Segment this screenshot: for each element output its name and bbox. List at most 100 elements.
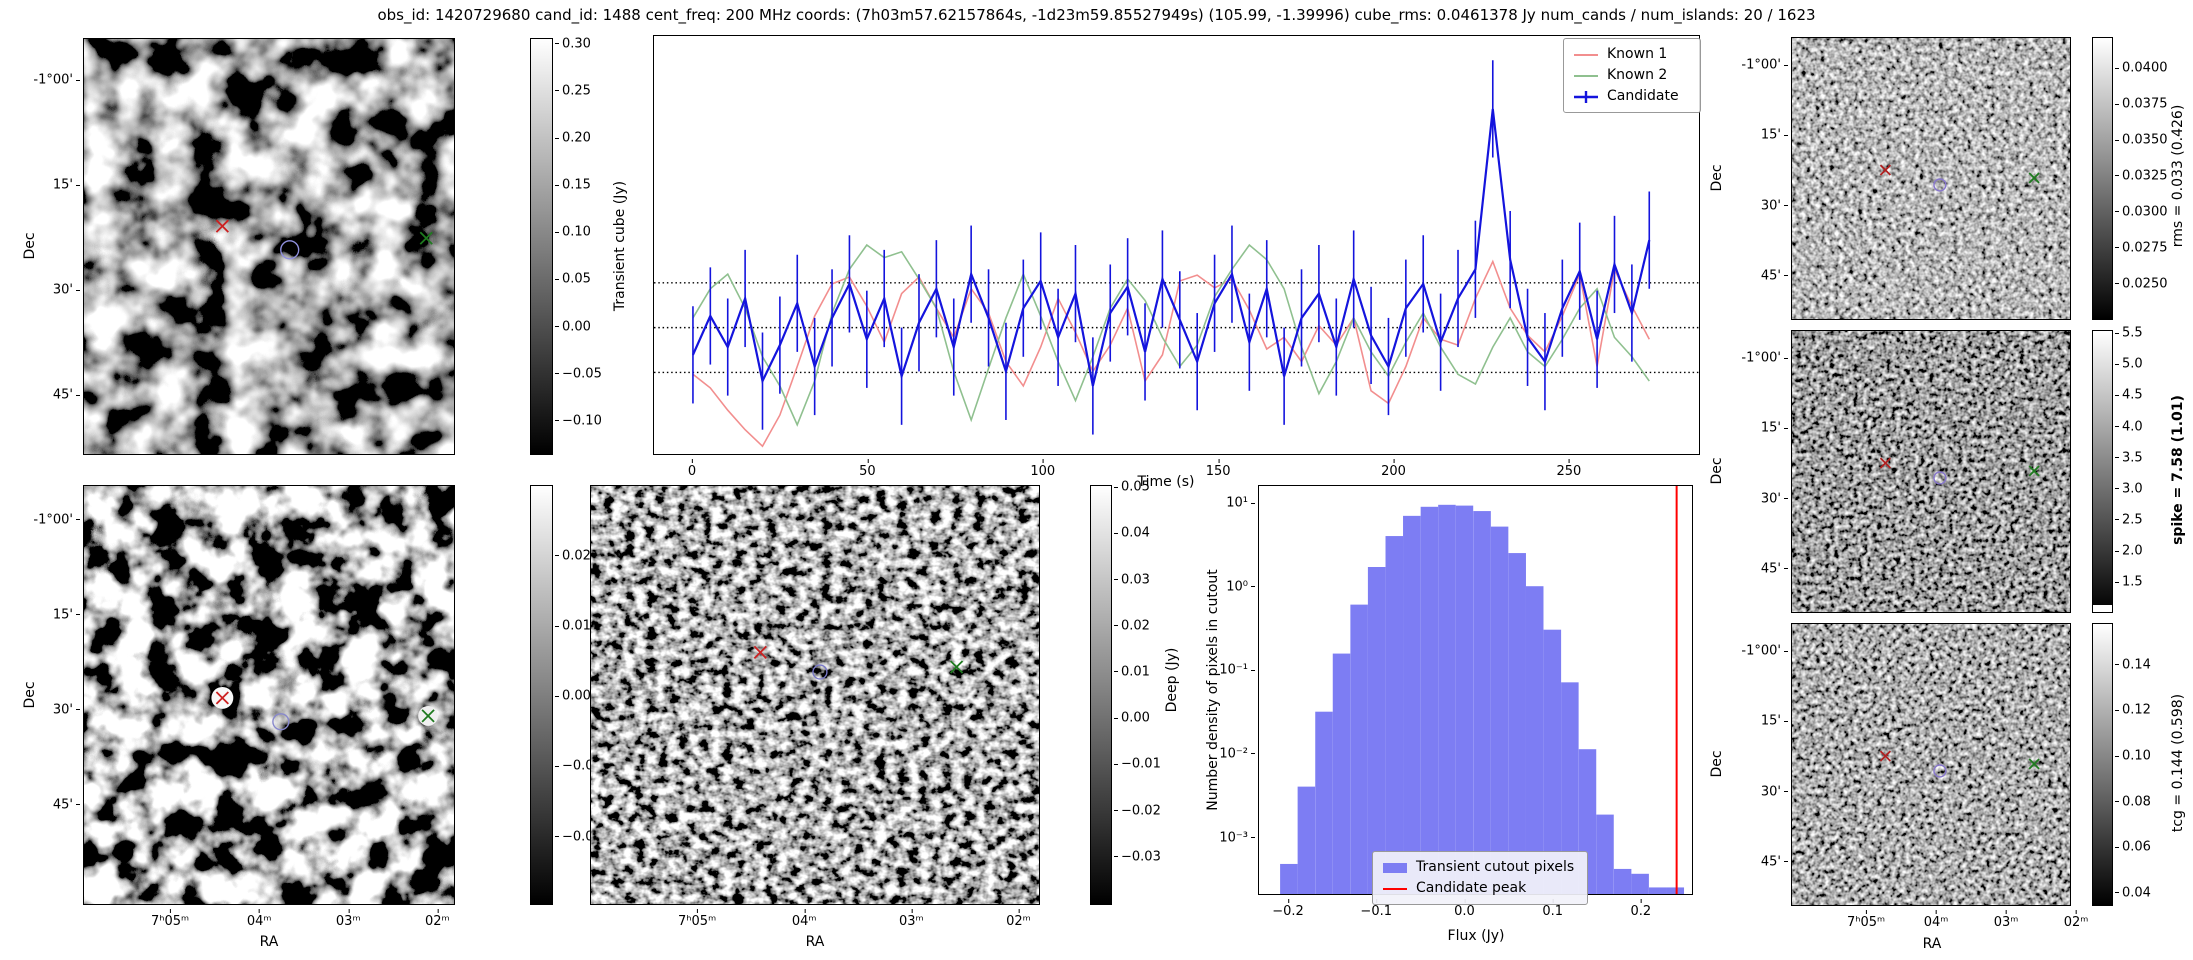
- tick-label: 0.04: [2122, 885, 2151, 901]
- tick-label: 0.0400: [2122, 60, 2168, 76]
- rms-markers: [1879, 164, 2040, 192]
- noise-image: [1792, 624, 2070, 905]
- cross-marker-icon: [2028, 172, 2040, 184]
- tick-label: 15': [1760, 713, 1781, 729]
- tick-label: 03ᵐ: [898, 909, 924, 929]
- tick-label: 0.14: [2122, 657, 2151, 673]
- tick-label: 45': [1760, 561, 1781, 577]
- cross-marker-icon: [949, 660, 964, 674]
- tick-label: 0.1: [1542, 899, 1563, 919]
- tick-label: 0.0275: [2122, 240, 2168, 256]
- deep-ra-axis-label: RA: [805, 934, 825, 950]
- noise-image: [1792, 38, 2070, 319]
- tcg-ra-ticks: 7ʰ05ᵐ 04ᵐ 03ᵐ 02ᵐ: [1791, 908, 2088, 930]
- tick-label: 45': [1760, 854, 1781, 870]
- histogram-legend: Transient cutout pixels Candidate peak: [1372, 851, 1588, 905]
- tick-label: 0.02: [562, 548, 591, 564]
- tick-label: 7ʰ05ᵐ: [678, 909, 717, 929]
- histogram-patch-swatch-icon: [1383, 862, 1407, 873]
- gleam-dec-axis-label: Dec: [22, 681, 38, 709]
- histogram-bar: [1543, 629, 1562, 894]
- histogram-bar: [1666, 887, 1685, 894]
- spike-dec-ticks: -1°00' 15' 30' 45': [1729, 330, 1789, 613]
- cube-colorbar-label: Transient cube (Jy): [612, 180, 628, 312]
- tick-label: −0.05: [562, 366, 602, 382]
- noise-image: [591, 486, 1039, 904]
- spike-colorbar: [2092, 330, 2113, 613]
- histogram-bar: [1525, 586, 1544, 894]
- tick-label: 45': [52, 797, 73, 813]
- candidate-contour-icon: [1933, 764, 1947, 778]
- tick-label: 10⁻²: [1219, 746, 1248, 762]
- tick-label: 04ᵐ: [1923, 910, 1949, 930]
- legend-item-known2: Known 2: [1573, 65, 1691, 86]
- tick-label: −0.03: [1121, 849, 1161, 865]
- tick-label: 3.5: [2122, 450, 2143, 466]
- tick-label: 0.06: [2122, 839, 2151, 855]
- legend-item-candidate: Candidate: [1573, 86, 1691, 107]
- rms-dec-ticks: -1°00' 15' 30' 45': [1729, 37, 1789, 320]
- tick-label: 02ᵐ: [2063, 910, 2089, 930]
- tick-label: 10⁰: [1226, 579, 1248, 595]
- tcg-colorbar-label: tcg = 0.144 (0.598): [2170, 693, 2186, 833]
- noise-image: [84, 39, 454, 454]
- histogram-canvas: [1280, 486, 1685, 894]
- gleam-ra-ticks: 7ʰ05ᵐ 04ᵐ 03ᵐ 02ᵐ: [83, 907, 455, 929]
- tick-label: 0.30: [562, 36, 591, 52]
- legend-label: Candidate peak: [1416, 880, 1527, 896]
- spike-markers: [1879, 457, 2040, 485]
- rms-colorbar: [2092, 37, 2113, 320]
- tick-label: -1°00': [1741, 643, 1781, 659]
- tick-label: 0.0375: [2122, 96, 2168, 112]
- candidate-contour-icon: [1933, 471, 1947, 485]
- transient-cube-image: [83, 38, 455, 455]
- tick-label: 0.0350: [2122, 132, 2168, 148]
- cross-marker-icon: [2028, 758, 2040, 770]
- rms-image: [1791, 37, 2071, 320]
- tick-label: 150: [1205, 459, 1231, 479]
- legend-label: Known 1: [1607, 46, 1668, 62]
- tick-label: 0: [687, 459, 697, 479]
- tick-label: 0.10: [562, 224, 591, 240]
- tick-label: 5.5: [2122, 325, 2143, 341]
- tick-label: 0.00: [562, 319, 591, 335]
- tick-label: 0.05: [1121, 479, 1150, 495]
- histogram-bar: [1631, 873, 1649, 894]
- tick-label: 0.00: [1121, 710, 1150, 726]
- cube-dec-ticks: -1°00' 15' 30' 45': [21, 38, 81, 455]
- tick-label: 0.0325: [2122, 168, 2168, 184]
- histogram-bar: [1420, 506, 1439, 894]
- histogram-bar: [1367, 567, 1386, 894]
- gleam-image: [83, 485, 455, 905]
- histogram-y-ticks: 10¹ 10⁰ 10⁻¹ 10⁻² 10⁻³: [1196, 485, 1256, 895]
- tick-label: 30': [1760, 491, 1781, 507]
- histogram-bar: [1596, 814, 1614, 894]
- cross-marker-icon: [1879, 457, 1892, 469]
- histogram-bar: [1490, 526, 1509, 894]
- cross-marker-icon: [753, 645, 767, 659]
- candidate-contour-icon: [812, 664, 828, 680]
- histogram-x-ticks: −0.2 −0.1 0.0 0.1 0.2: [1258, 897, 1693, 919]
- tick-label: 04ᵐ: [246, 909, 272, 929]
- series-line: [691, 108, 1651, 387]
- tick-label: 250: [1556, 459, 1582, 479]
- known1-line-swatch-icon: [1574, 53, 1598, 56]
- histogram-x-axis-label: Flux (Jy): [1447, 928, 1505, 944]
- tick-label: 4.5: [2122, 387, 2143, 403]
- tick-label: −0.02: [1121, 803, 1161, 818]
- rms-colorbar-ticks: 0.0400 0.0375 0.0350 0.0325 0.0300 0.0275 0.02…: [2113, 37, 2173, 320]
- tick-label: 02ᵐ: [1006, 909, 1031, 929]
- histogram-bar: [1350, 604, 1368, 894]
- cross-marker-icon: [1879, 750, 1892, 762]
- tick-label: 2.0: [2122, 543, 2143, 559]
- tick-label: 0.04: [1121, 525, 1150, 541]
- deep-markers: [753, 645, 964, 680]
- gleam-markers: [211, 686, 439, 731]
- tick-label: 02ᵐ: [425, 909, 450, 929]
- tick-label: 7ʰ05ᵐ: [150, 909, 190, 929]
- histogram-bar: [1648, 887, 1667, 894]
- tick-label: 1.5: [2122, 574, 2143, 590]
- spike-colorbar-ticks: 5.5 5.0 4.5 4.0 3.5 3.0 2.5 2.0 1.5: [2113, 326, 2173, 613]
- tick-label: -1°00': [33, 512, 73, 528]
- lightcurve-plot: [653, 35, 1700, 455]
